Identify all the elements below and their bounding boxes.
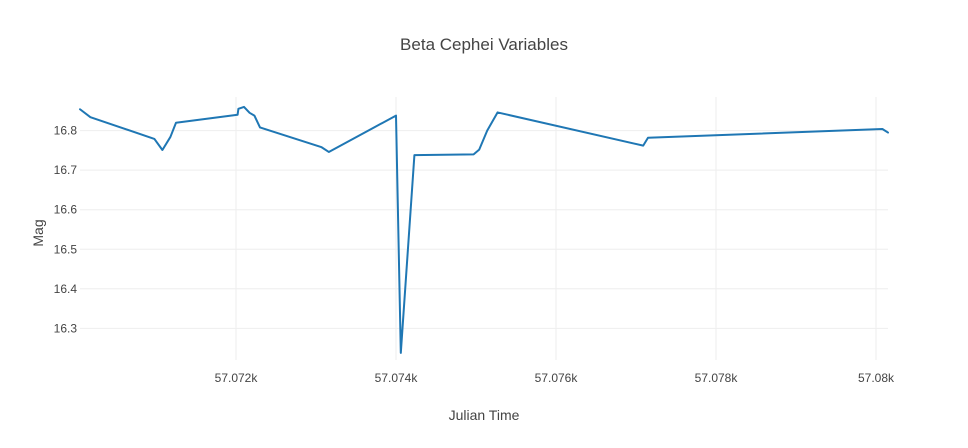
x-axis-title: Julian Time: [449, 407, 520, 423]
y-tick-label: 16.4: [54, 282, 78, 296]
x-tick-label: 57.074k: [375, 371, 419, 385]
x-tick-label: 57.076k: [535, 371, 579, 385]
y-tick-labels: 16.3 16.4 16.5 16.6 16.7 16.8: [54, 124, 78, 336]
x-gridlines: [235, 97, 877, 360]
y-tick-label: 16.5: [54, 242, 78, 256]
y-tick-label: 16.3: [54, 321, 78, 335]
y-tick-label: 16.8: [54, 124, 78, 138]
x-tick-label: 57.072k: [215, 371, 259, 385]
series-line: [79, 105, 889, 354]
y-gridlines: [80, 130, 888, 329]
series-layer: [79, 105, 889, 354]
chart-title: Beta Cephei Variables: [400, 35, 568, 54]
x-tick-label: 57.078k: [695, 371, 739, 385]
x-tick-labels: 57.072k 57.074k 57.076k 57.078k 57.08k: [215, 371, 895, 385]
y-axis-title: Mag: [30, 219, 46, 246]
x-tick-label: 57.08k: [858, 371, 895, 385]
y-tick-label: 16.6: [54, 203, 78, 217]
y-tick-label: 16.7: [54, 163, 78, 177]
